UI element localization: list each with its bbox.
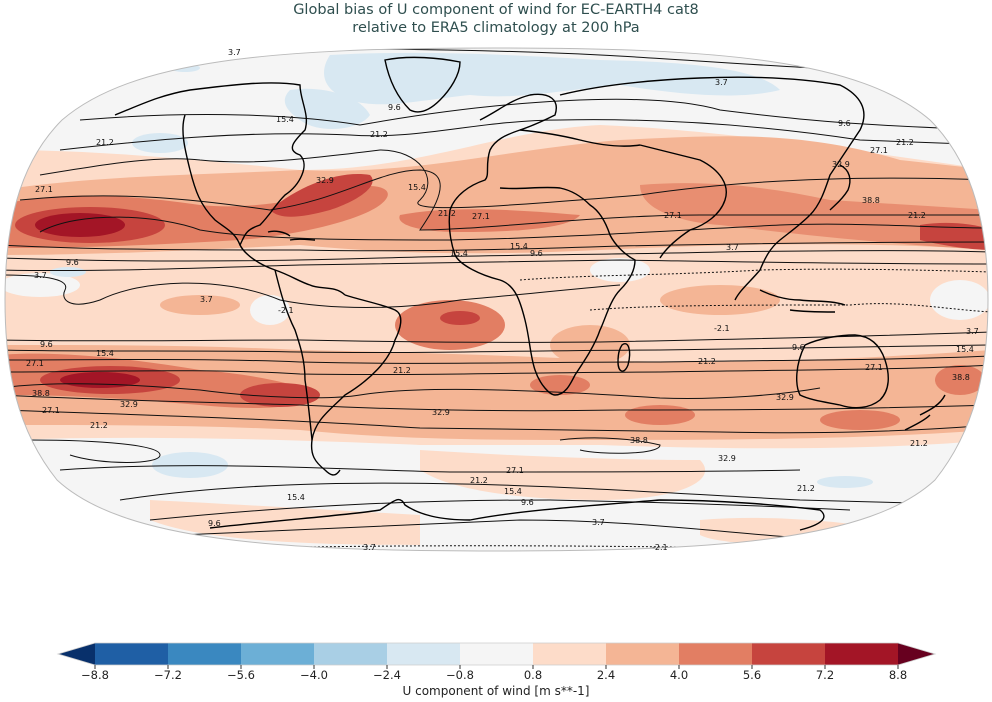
world-map: 3.7 3.7 9.6 15.4 21.2 21.2 21.2 9.6 27.1…: [4, 47, 989, 552]
colorbar-tick: −7.2: [154, 668, 182, 682]
coastlines: [114, 56, 946, 531]
map-boundary: [4, 47, 989, 552]
contour-label: 3.7: [715, 78, 728, 87]
contour-label: 38.8: [32, 389, 50, 398]
contour-label: 3.7: [592, 518, 605, 527]
contour-label: 27.1: [472, 212, 490, 221]
colorbar-tick: 8.8: [888, 668, 908, 682]
contour-label: 15.4: [276, 115, 294, 124]
contour-label: 21.2: [797, 484, 815, 493]
contour-label: 3.7: [363, 543, 376, 552]
contour-label: 32.9: [432, 408, 450, 417]
contour-label: 3.7: [966, 327, 979, 336]
contour-label: 9.6: [792, 343, 805, 352]
colorbar-extend-max: [898, 643, 935, 665]
contour-label: 32.9: [316, 176, 334, 185]
contour-label: 9.6: [40, 340, 53, 349]
contour-label: -2.1: [278, 306, 294, 315]
contour-label: 32.9: [120, 400, 138, 409]
colorbar-tick: 5.6: [742, 668, 762, 682]
colorbar-tick: −8.8: [81, 668, 109, 682]
contour-label: 27.1: [42, 406, 60, 415]
bias-field: [5, 48, 988, 551]
colorbar-label: U component of wind [m s**-1]: [402, 684, 590, 698]
contour-label: 27.1: [865, 363, 883, 372]
contour-label: 15.4: [408, 183, 426, 192]
contour-label: 15.4: [96, 349, 114, 358]
contour-label: 9.6: [388, 103, 401, 112]
colorbar-tick: 7.2: [815, 668, 835, 682]
contour-label: 38.8: [952, 373, 970, 382]
contour-label: 21.2: [90, 421, 108, 430]
contour-label: 9.6: [838, 119, 851, 128]
contour-label: 15.4: [510, 242, 528, 251]
colorbar-tick: 4.0: [669, 668, 689, 682]
chart-title: Global bias of U component of wind for E…: [0, 1, 992, 37]
contour-label: 38.8: [630, 436, 648, 445]
contour-label: 15.4: [504, 487, 522, 496]
contour-label: 9.6: [530, 249, 543, 258]
contour-label: 9.6: [521, 498, 534, 507]
colorbar-tick: 2.4: [596, 668, 616, 682]
contour-label: 15.4: [956, 345, 974, 354]
colorbar-tick: 0.8: [523, 668, 543, 682]
contour-label: 3.7: [228, 48, 241, 57]
contour-label: 32.9: [832, 160, 850, 169]
contour-label: 21.2: [438, 209, 456, 218]
contour-label: 38.8: [862, 196, 880, 205]
colorbar: [56, 642, 937, 669]
contour-label: 21.2: [698, 357, 716, 366]
contour-label: 21.2: [393, 366, 411, 375]
colorbar-tick: −0.8: [446, 668, 474, 682]
contour-label: 21.2: [96, 138, 114, 147]
contour-label: 15.4: [287, 493, 305, 502]
contour-label: 27.1: [664, 211, 682, 220]
title-line-1: Global bias of U component of wind for E…: [293, 2, 699, 18]
contour-label: 3.7: [200, 295, 213, 304]
colorbar-extend-min: [58, 643, 95, 665]
contour-label: 9.6: [66, 258, 79, 267]
contour-labels: 3.7 3.7 9.6 15.4 21.2 21.2 21.2 9.6 27.1…: [26, 48, 979, 552]
title-line-2: relative to ERA5 climatology at 200 hPa: [352, 20, 640, 36]
contour-label: 21.2: [896, 138, 914, 147]
contour-label: 3.7: [34, 271, 47, 280]
contour-label: 15.4: [450, 249, 468, 258]
contour-label: 9.6: [208, 519, 221, 528]
contour-label: 27.1: [870, 146, 888, 155]
contour-label: 21.2: [910, 439, 928, 448]
contour-label: 27.1: [26, 359, 44, 368]
contour-label: 3.7: [726, 243, 739, 252]
colorbar-tick: −4.0: [300, 668, 328, 682]
contour-label: 21.2: [370, 130, 388, 139]
colorbar-tick: −5.6: [227, 668, 255, 682]
contour-label: -2.1: [652, 543, 668, 552]
colorbar-tick: −2.4: [373, 668, 401, 682]
contour-label: 21.2: [470, 476, 488, 485]
contour-label: 27.1: [506, 466, 524, 475]
contour-label: -2.1: [714, 324, 730, 333]
contour-label: 27.1: [35, 185, 53, 194]
contour-label: 32.9: [718, 454, 736, 463]
contour-label: 21.2: [908, 211, 926, 220]
contour-label: 32.9: [776, 393, 794, 402]
